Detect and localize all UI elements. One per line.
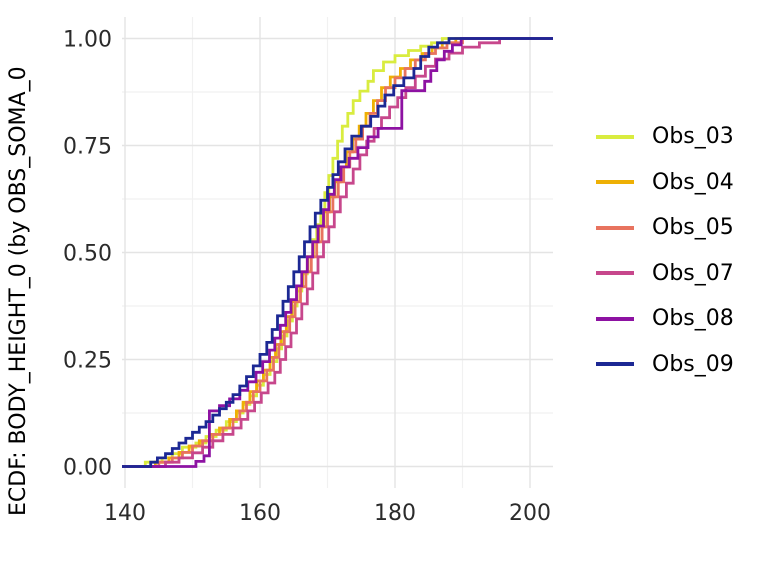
legend: Obs_03 Obs_04 Obs_05 Obs_07 Obs_08 Obs_09 — [596, 114, 766, 387]
legend-item-obs_03: Obs_03 — [596, 114, 766, 160]
legend-item-obs_07: Obs_07 — [596, 251, 766, 297]
x-tick-label: 200 — [509, 501, 551, 526]
y-tick-label: 0.75 — [63, 135, 112, 160]
legend-label: Obs_08 — [652, 306, 734, 332]
y-tick-label: 0.25 — [63, 349, 112, 374]
ecdf-line-Obs_07 — [122, 37, 553, 468]
y-tick-label: 0.00 — [63, 456, 112, 481]
x-tick-label: 140 — [104, 501, 146, 526]
y-axis-title: ECDF: BODY_HEIGHT_0 (by OBS_SOMA_0 — [4, 0, 34, 516]
legend-item-obs_08: Obs_08 — [596, 296, 766, 342]
y-tick-label: 0.50 — [63, 242, 112, 267]
legend-label: Obs_07 — [652, 260, 734, 286]
legend-line-swatch-icon — [596, 271, 634, 276]
x-tick-label: 160 — [239, 501, 281, 526]
legend-label: Obs_05 — [652, 215, 734, 241]
legend-line-swatch-icon — [596, 316, 634, 321]
x-tick-label: 180 — [374, 501, 416, 526]
legend-item-obs_09: Obs_09 — [596, 342, 766, 388]
legend-item-obs_05: Obs_05 — [596, 205, 766, 251]
legend-label: Obs_09 — [652, 351, 734, 377]
legend-line-swatch-icon — [596, 225, 634, 230]
legend-label: Obs_03 — [652, 124, 734, 150]
legend-line-swatch-icon — [596, 134, 634, 139]
y-tick-label: 1.00 — [63, 28, 112, 53]
ecdf-line-Obs_09 — [122, 37, 553, 468]
legend-line-swatch-icon — [596, 180, 634, 185]
y-axis-title-text: ECDF: BODY_HEIGHT_0 (by OBS_SOMA_0 — [6, 66, 31, 516]
legend-label: Obs_04 — [652, 169, 734, 195]
legend-line-swatch-icon — [596, 362, 634, 367]
legend-item-obs_04: Obs_04 — [596, 160, 766, 206]
